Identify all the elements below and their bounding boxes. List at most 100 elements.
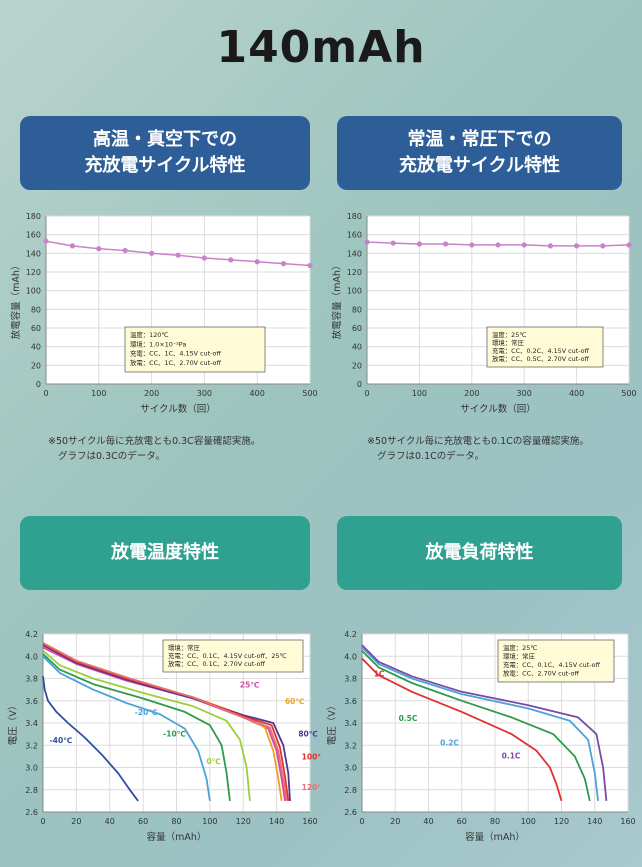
legend-line: 温度：25℃ <box>492 330 526 339</box>
y-tick-label: 3.8 <box>25 675 38 684</box>
series-line <box>361 646 599 802</box>
data-point <box>547 243 553 249</box>
legend-line: 環境：1.0×10⁻²Pa <box>130 339 186 348</box>
note-right-line1: ※50サイクル毎に充放電とも0.1Cの容量確認実施。 <box>367 436 589 447</box>
y-tick-label: 60 <box>352 324 362 333</box>
x-tick-label: 160 <box>302 817 317 826</box>
y-tick-label: 80 <box>31 305 41 314</box>
data-point <box>43 238 49 244</box>
x-tick-label: 80 <box>490 817 500 826</box>
x-tick-label: 140 <box>587 817 602 826</box>
series-line <box>361 657 563 802</box>
x-tick-label: 500 <box>302 389 317 398</box>
y-tick-label: 0 <box>36 380 41 389</box>
data-point <box>149 250 155 256</box>
y-tick-label: 4.2 <box>344 630 357 639</box>
legend-line: 充電：CC、0.1C、4.15V cut-off <box>503 660 601 669</box>
y-tick-label: 160 <box>26 231 41 240</box>
y-tick-label: 40 <box>352 343 362 352</box>
x-tick-label: 140 <box>269 817 284 826</box>
y-axis-label: 電圧（V） <box>326 701 338 746</box>
legend-box <box>162 639 304 673</box>
section-header-line1: 高温・真空下での <box>93 129 237 150</box>
x-tick-label: 0 <box>364 389 369 398</box>
legend-line: 充電：CC、1C、4.15V cut-off <box>130 349 221 358</box>
data-point <box>281 261 287 267</box>
x-tick-label: 300 <box>197 389 212 398</box>
series-line <box>361 644 608 801</box>
page-title: 140mAh <box>216 22 426 73</box>
y-axis-label: 放電容量（mAh） <box>10 261 22 340</box>
series-line <box>361 650 591 802</box>
legend-line: 温度：120℃ <box>130 330 169 339</box>
y-tick-label: 4.2 <box>25 630 38 639</box>
y-axis-label: 電圧（V） <box>7 701 19 746</box>
x-tick-label: 120 <box>236 817 251 826</box>
legend-line: 充電：CC、0.1C、4.15V cut-off、25℃ <box>168 651 287 660</box>
y-tick-label: 100 <box>26 287 41 296</box>
data-point <box>254 259 260 265</box>
y-tick-label: 3.4 <box>25 719 38 728</box>
y-tick-label: 4.0 <box>25 652 38 661</box>
y-tick-label: 3.8 <box>344 675 357 684</box>
x-tick-label: 60 <box>457 817 467 826</box>
section-header-label: 放電温度特性 <box>111 542 219 563</box>
series-line <box>42 653 231 802</box>
x-axis-label: 容量（mAh） <box>147 831 207 843</box>
section-header-label: 放電負荷特性 <box>425 542 534 563</box>
section-header-discharge-load: 放電負荷特性 <box>337 516 622 590</box>
y-tick-label: 4.0 <box>344 652 357 661</box>
legend-line: 温度：25℃ <box>503 643 537 652</box>
x-tick-label: 160 <box>620 817 635 826</box>
legend-line: 環境：常圧 <box>168 643 201 652</box>
x-axis-label: 容量（mAh） <box>465 831 525 843</box>
data-point <box>96 246 102 252</box>
data-point <box>443 241 449 247</box>
section-header-high-temp-vacuum: 高温・真空下での 充放電サイクル特性 <box>20 116 310 190</box>
chart-cycle-high-temp: 0 20 40 60 80 100 120 140 160 180 0 100 200 300 400 500… <box>10 212 318 415</box>
y-tick-label: 2.6 <box>344 808 357 817</box>
data-point <box>69 243 75 249</box>
series-label: 25℃ <box>240 680 260 689</box>
y-tick-label: 140 <box>347 249 362 258</box>
series-line <box>42 676 139 802</box>
series-line <box>42 644 291 801</box>
chart-discharge-load: 2.6 2.8 3.0 3.2 3.4 3.6 3.8 4.0 4.2 0 20 40 60 80 100 1… <box>326 630 636 843</box>
data-point <box>364 239 370 245</box>
x-tick-label: 300 <box>517 389 532 398</box>
y-tick-label: 3.2 <box>344 741 357 750</box>
series-label: -10℃ <box>163 729 186 738</box>
y-tick-label: 0 <box>357 380 362 389</box>
y-tick-label: 3.6 <box>344 697 357 706</box>
data-point <box>175 252 181 258</box>
y-tick-label: 120 <box>347 268 362 277</box>
x-axis-label: サイクル数（回） <box>460 403 536 415</box>
y-tick-label: 2.8 <box>25 786 38 795</box>
y-tick-label: 3.6 <box>25 697 38 706</box>
data-point <box>201 255 207 261</box>
x-tick-label: 200 <box>144 389 159 398</box>
y-tick-label: 100 <box>347 287 362 296</box>
legend-line: 放電：CC、1C、2.70V cut-off <box>130 358 221 367</box>
section-header-line1: 常温・常圧下での <box>407 129 552 150</box>
y-tick-label: 140 <box>26 249 41 258</box>
note-left: ※50サイクル毎に充放電とも0.3C容量確認実施。 グラフは0.3Cのデータ。 <box>48 434 260 464</box>
y-tick-label: 40 <box>31 343 41 352</box>
legend-line: 放電：CC、2.70V cut-off <box>503 669 580 678</box>
note-right: ※50サイクル毎に充放電とも0.1Cの容量確認実施。 グラフは0.1Cのデータ。 <box>367 434 589 464</box>
x-tick-label: 200 <box>464 389 479 398</box>
data-point <box>469 242 475 248</box>
chart-cycle-normal: 0 20 40 60 80 100 120 140 160 180 0 100 200 300 400 500… <box>331 212 637 415</box>
series-label: 80℃ <box>298 729 318 738</box>
x-tick-label: 100 <box>91 389 106 398</box>
x-tick-label: 120 <box>554 817 569 826</box>
section-header-line2: 充放電サイクル特性 <box>84 155 246 176</box>
legend-line: 環境：常圧 <box>492 338 525 347</box>
x-tick-label: 0 <box>40 817 45 826</box>
section-header-normal: 常温・常圧下での 充放電サイクル特性 <box>337 116 622 190</box>
y-tick-label: 180 <box>347 212 362 221</box>
y-tick-label: 3.0 <box>344 764 357 773</box>
x-tick-label: 40 <box>105 817 115 826</box>
note-left-line2: グラフは0.3Cのデータ。 <box>58 451 165 462</box>
data-point <box>495 242 501 248</box>
